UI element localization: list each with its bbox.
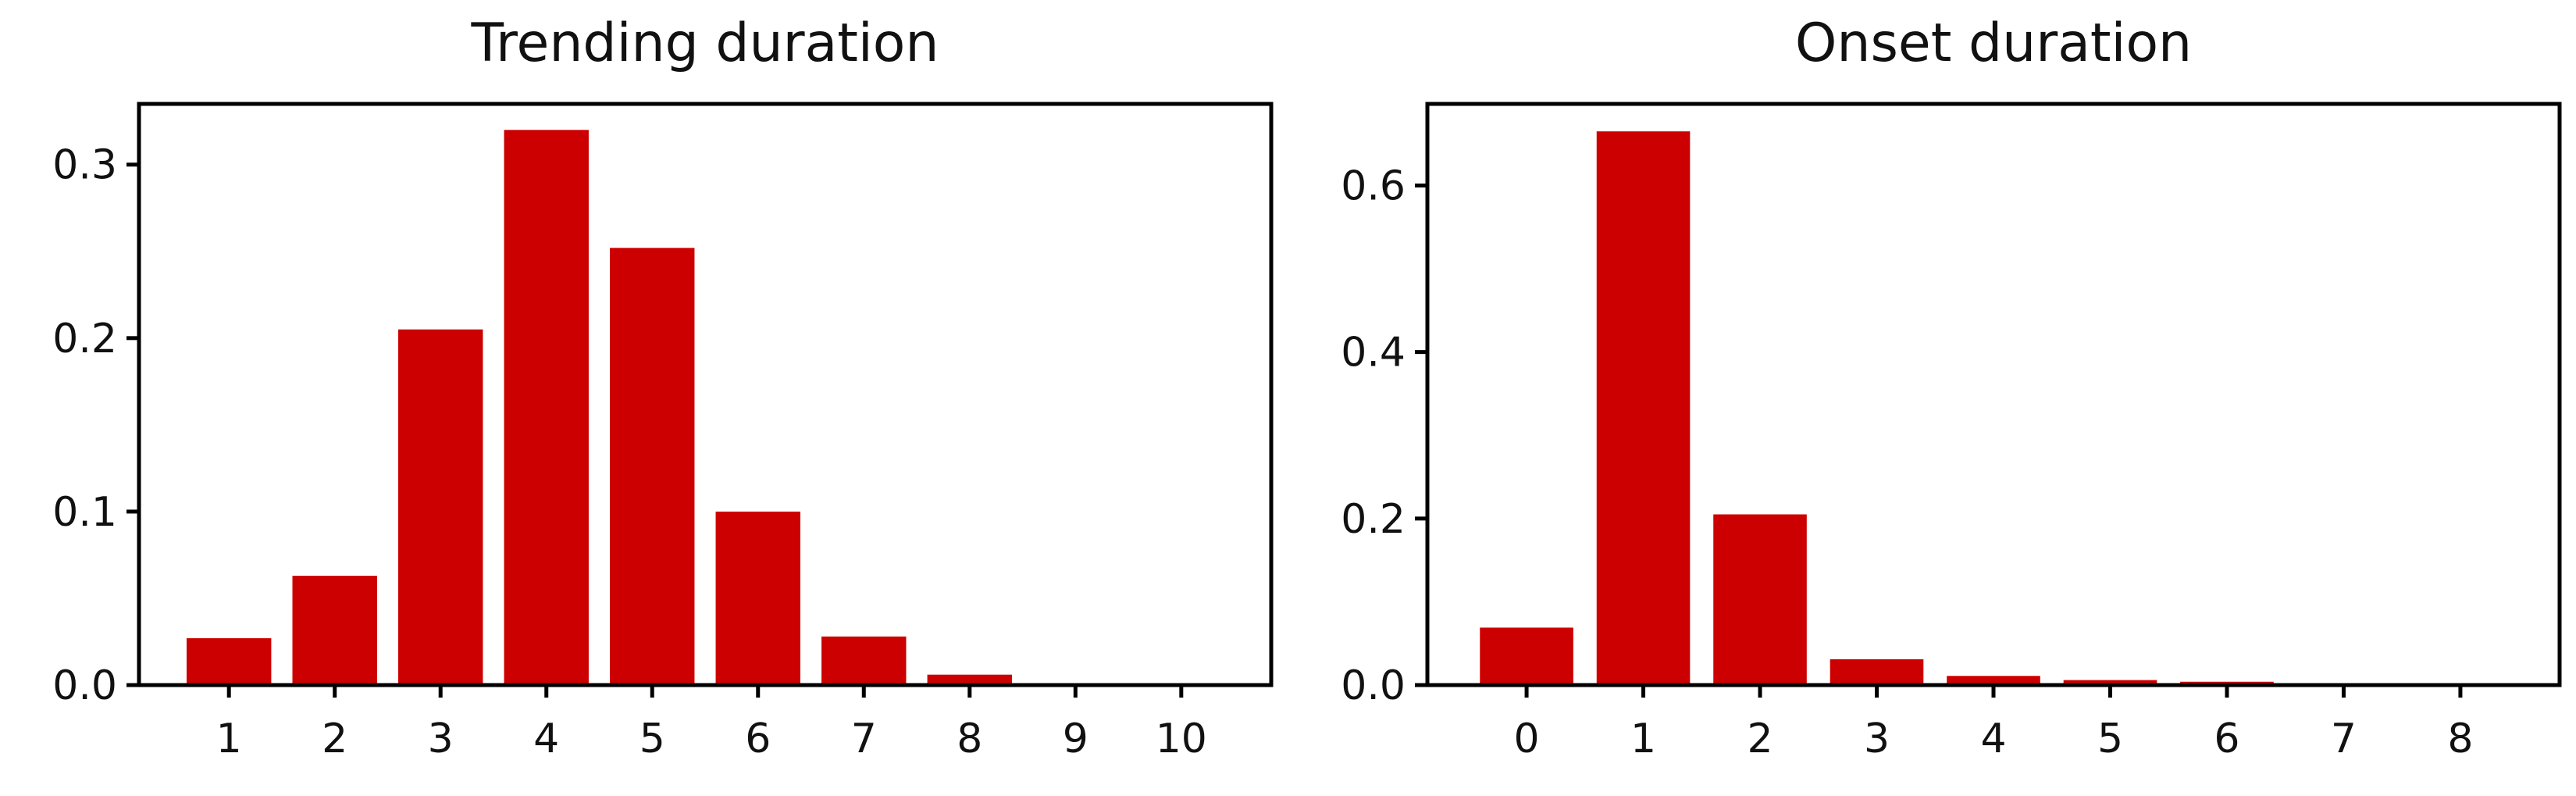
bar xyxy=(2063,680,2157,685)
plot-frame xyxy=(137,102,1274,687)
x-tick-label: 0 xyxy=(1514,716,1540,762)
bar xyxy=(292,576,377,685)
x-tick-label: 9 xyxy=(1063,716,1088,762)
y-tick-label: 0.0 xyxy=(52,662,117,709)
y-tick-label: 0.2 xyxy=(52,316,117,362)
y-tick-label: 0.4 xyxy=(1341,330,1406,377)
y-tick-label: 0.0 xyxy=(1341,662,1406,709)
bar xyxy=(1596,131,1691,685)
bar xyxy=(398,329,483,685)
bar xyxy=(821,636,907,685)
x-tick-label: 7 xyxy=(851,716,877,762)
x-tick-label: 1 xyxy=(1630,716,1656,762)
x-tick-label: 5 xyxy=(640,716,665,762)
x-axis: 0 1 2 3 4 5 6 7 8 xyxy=(1514,685,2473,762)
y-tick-label: 0.2 xyxy=(1341,496,1406,543)
y-axis: 0.0 0.2 0.4 0.6 xyxy=(1341,162,1427,709)
bar xyxy=(927,674,1012,685)
x-tick-label: 8 xyxy=(2447,716,2473,762)
x-axis: 1 2 3 4 5 6 7 8 9 10 xyxy=(216,685,1207,762)
bar xyxy=(610,248,695,685)
bar xyxy=(1713,514,1807,685)
chart-title: Onset duration xyxy=(1795,12,2192,74)
bar-series xyxy=(1480,131,2507,685)
chart-trending-duration: Trending duration 1 2 3 4 5 6 7 8 9 10 0.00.10.20… xyxy=(52,12,1274,762)
y-tick-label: 0.6 xyxy=(1341,162,1406,209)
x-tick-label: 3 xyxy=(1864,716,1890,762)
x-tick-label: 8 xyxy=(957,716,982,762)
bar xyxy=(715,511,800,685)
x-tick-label: 6 xyxy=(2214,716,2239,762)
plot-frame xyxy=(1425,102,2562,687)
x-tick-label: 10 xyxy=(1156,716,1207,762)
x-tick-label: 6 xyxy=(745,716,771,762)
x-tick-label: 2 xyxy=(322,716,347,762)
y-tick-label: 0.3 xyxy=(52,142,117,189)
bar xyxy=(504,130,589,686)
x-tick-label: 4 xyxy=(1980,716,2006,762)
x-tick-label: 3 xyxy=(428,716,454,762)
bar xyxy=(186,638,272,685)
x-tick-label: 7 xyxy=(2331,716,2357,762)
bar xyxy=(1480,627,1573,685)
y-tick-label: 0.1 xyxy=(52,489,117,536)
chart-onset-duration: Onset duration 0 1 2 3 4 5 6 7 8 0.0 0.2 0.4 0.6 xyxy=(1341,12,2562,762)
x-tick-label: 4 xyxy=(533,716,559,762)
bar xyxy=(1830,659,1924,685)
x-tick-label: 5 xyxy=(2097,716,2123,762)
x-tick-label: 2 xyxy=(1747,716,1773,762)
y-axis: 0.0 0.1 0.2 0.3 xyxy=(52,142,139,709)
bar xyxy=(1947,676,2040,685)
bar-series xyxy=(186,130,1224,686)
x-tick-label: 1 xyxy=(216,716,242,762)
chart-title: Trending duration xyxy=(470,12,939,74)
